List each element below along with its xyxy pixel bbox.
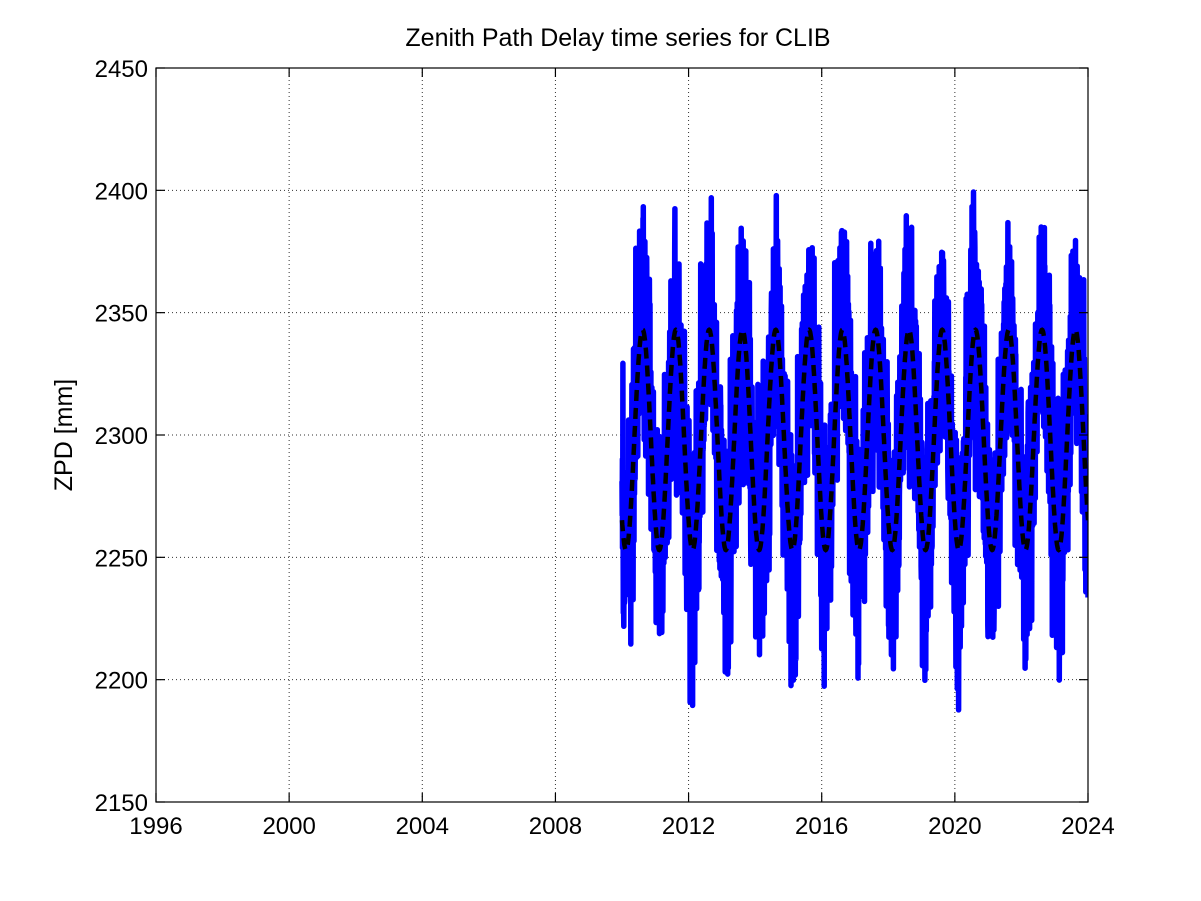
chart-title: Zenith Path Delay time series for CLIB <box>405 24 830 52</box>
x-tick-label: 2012 <box>662 813 715 840</box>
y-axis-label: ZPD [mm] <box>50 379 78 492</box>
y-tick-label: 2450 <box>95 56 148 83</box>
y-tick-label: 2200 <box>95 668 148 695</box>
x-tick-label: 2020 <box>928 813 981 840</box>
zpd-seasonal-model-series <box>619 327 1088 553</box>
x-tick-label: 1996 <box>129 813 182 840</box>
x-tick-label: 2000 <box>262 813 315 840</box>
y-tick-label: 2150 <box>95 790 148 817</box>
x-tick-label: 2004 <box>396 813 449 840</box>
y-tick-label: 2350 <box>95 301 148 328</box>
y-tick-label: 2400 <box>95 178 148 205</box>
x-tick-label: 2024 <box>1061 813 1114 840</box>
series-layer <box>619 189 1088 713</box>
y-tick-label: 2300 <box>95 423 148 450</box>
x-tick-label: 2008 <box>529 813 582 840</box>
axis-ticks: 1996 2000 2004 2008 2012 2016 2020 2024 2150 2200… <box>95 56 1115 840</box>
x-tick-label: 2016 <box>795 813 848 840</box>
y-tick-label: 2250 <box>95 545 148 572</box>
